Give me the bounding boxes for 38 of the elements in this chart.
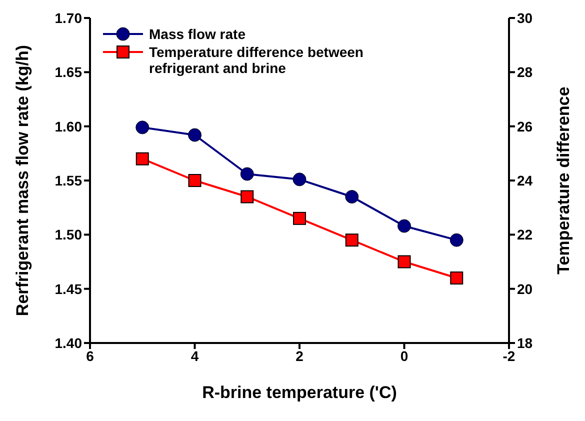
y2-tick-label: 20 — [517, 280, 533, 297]
y-tick-label: 1.65 — [54, 64, 82, 80]
point — [398, 219, 411, 233]
y2-tick-label: 30 — [517, 10, 533, 26]
x-tick-label: 0 — [400, 348, 408, 364]
point — [240, 167, 254, 181]
point — [136, 120, 150, 134]
point — [136, 152, 149, 166]
y-tick-label: 1.50 — [54, 226, 82, 243]
y-tick-label: 1.55 — [54, 172, 82, 188]
point — [345, 190, 359, 204]
y-tick-label: 1.60 — [54, 118, 82, 134]
legend-label: Mass flow rate — [149, 26, 246, 42]
point — [293, 212, 306, 225]
x-tick-label: -2 — [502, 348, 516, 364]
y2-tick-label: 24 — [517, 172, 533, 188]
y2-tick-label: 26 — [517, 118, 533, 134]
x-axis-title: R-brine temperature ('C) — [202, 383, 397, 402]
point — [188, 128, 202, 142]
point — [450, 233, 464, 247]
y-axis-title: Rerfrigerant mass flow rate (kg/h) — [13, 44, 32, 316]
x-tick-label: 6 — [86, 348, 94, 364]
legend-label: Temperature difference between refrigerant and brine — [149, 44, 364, 76]
point — [450, 272, 464, 284]
point — [240, 190, 254, 204]
y2-tick-label: 28 — [517, 64, 533, 80]
y2-tick-label: 18 — [517, 334, 533, 351]
point — [345, 234, 358, 247]
y2-tick-label: 22 — [517, 226, 533, 243]
y-tick-label: 1.40 — [54, 334, 82, 351]
x-tick-label: 4 — [190, 348, 199, 364]
y2-axis-title: Temperature difference — [554, 86, 574, 274]
point — [292, 172, 306, 186]
x-tick-label: 2 — [296, 348, 304, 364]
y-tick-label: 1.45 — [54, 280, 82, 297]
point — [398, 255, 411, 268]
y-tick-label: 1.70 — [54, 10, 82, 26]
point — [188, 174, 202, 187]
